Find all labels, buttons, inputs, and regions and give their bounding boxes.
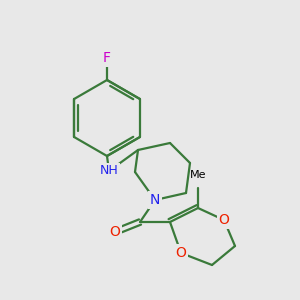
Text: O: O xyxy=(219,213,230,227)
Text: F: F xyxy=(103,51,111,65)
Text: NH: NH xyxy=(100,164,118,178)
Text: N: N xyxy=(150,193,160,207)
Text: Me: Me xyxy=(190,170,206,180)
Text: O: O xyxy=(110,225,120,239)
Text: O: O xyxy=(176,246,186,260)
